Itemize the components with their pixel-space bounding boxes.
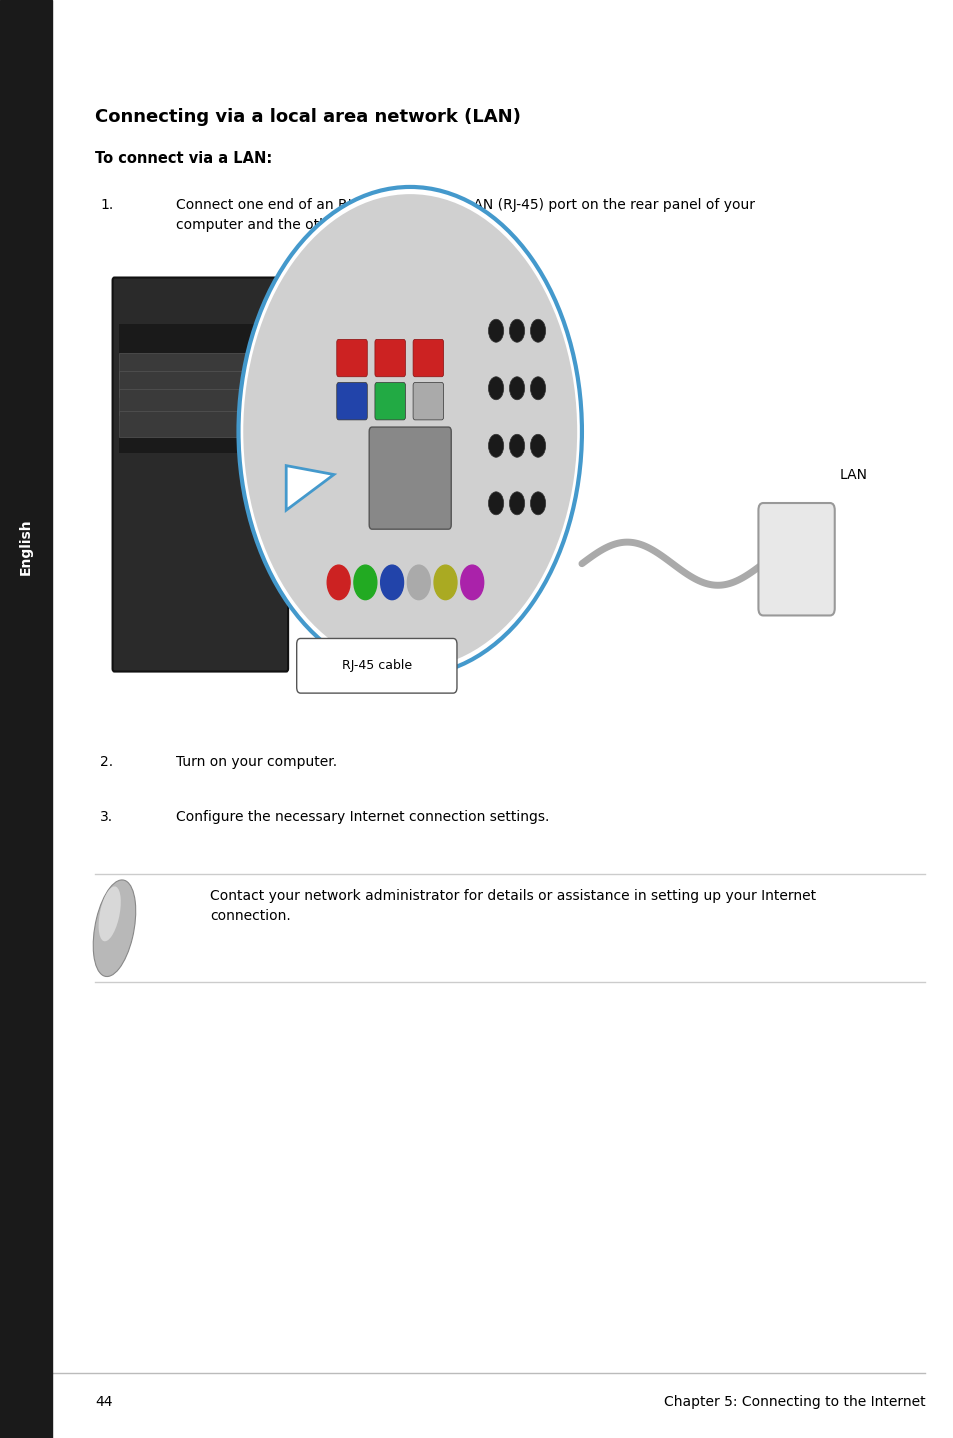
Text: 2.: 2. [100, 755, 113, 769]
Circle shape [380, 565, 403, 600]
Circle shape [530, 492, 545, 515]
Text: Contact your network administrator for details or assistance in setting up your : Contact your network administrator for d… [210, 889, 815, 923]
Circle shape [488, 434, 503, 457]
Ellipse shape [243, 194, 577, 669]
FancyBboxPatch shape [758, 503, 834, 615]
Circle shape [460, 565, 483, 600]
Ellipse shape [238, 187, 581, 676]
Circle shape [509, 319, 524, 342]
Bar [119, 324, 281, 453]
Bar [95, 252, 858, 697]
Circle shape [530, 319, 545, 342]
FancyBboxPatch shape [296, 638, 456, 693]
Text: Configure the necessary Internet connection settings.: Configure the necessary Internet connect… [176, 810, 549, 824]
Bar [119, 354, 281, 380]
Circle shape [488, 319, 503, 342]
FancyBboxPatch shape [369, 427, 451, 529]
Circle shape [509, 377, 524, 400]
Circle shape [509, 434, 524, 457]
Text: RJ-45 cable: RJ-45 cable [341, 659, 412, 673]
FancyBboxPatch shape [413, 383, 443, 420]
Circle shape [354, 565, 376, 600]
Bar [119, 390, 281, 416]
Text: LAN: LAN [839, 467, 866, 482]
Circle shape [434, 565, 456, 600]
Circle shape [488, 377, 503, 400]
FancyBboxPatch shape [375, 383, 405, 420]
Circle shape [488, 492, 503, 515]
Circle shape [530, 377, 545, 400]
Circle shape [407, 565, 430, 600]
Ellipse shape [98, 886, 121, 942]
Text: Connect one end of an RJ-45 cable to the LAN (RJ-45) port on the rear panel of y: Connect one end of an RJ-45 cable to the… [176, 198, 755, 232]
Text: 44: 44 [95, 1395, 112, 1409]
Polygon shape [286, 466, 334, 510]
Text: Turn on your computer.: Turn on your computer. [176, 755, 337, 769]
FancyBboxPatch shape [413, 339, 443, 377]
Circle shape [530, 434, 545, 457]
Ellipse shape [93, 880, 135, 976]
Text: To connect via a LAN:: To connect via a LAN: [95, 151, 273, 165]
Text: 3.: 3. [100, 810, 113, 824]
Text: English: English [19, 518, 33, 575]
FancyBboxPatch shape [336, 339, 367, 377]
Text: 1.: 1. [100, 198, 113, 213]
Circle shape [327, 565, 350, 600]
Bar [119, 411, 281, 437]
FancyBboxPatch shape [336, 383, 367, 420]
FancyBboxPatch shape [375, 339, 405, 377]
Bar [119, 371, 281, 397]
Text: Connecting via a local area network (LAN): Connecting via a local area network (LAN… [95, 108, 520, 127]
FancyBboxPatch shape [112, 278, 288, 672]
Text: Chapter 5: Connecting to the Internet: Chapter 5: Connecting to the Internet [663, 1395, 924, 1409]
Bar [0, 0, 52, 1438]
Circle shape [509, 492, 524, 515]
